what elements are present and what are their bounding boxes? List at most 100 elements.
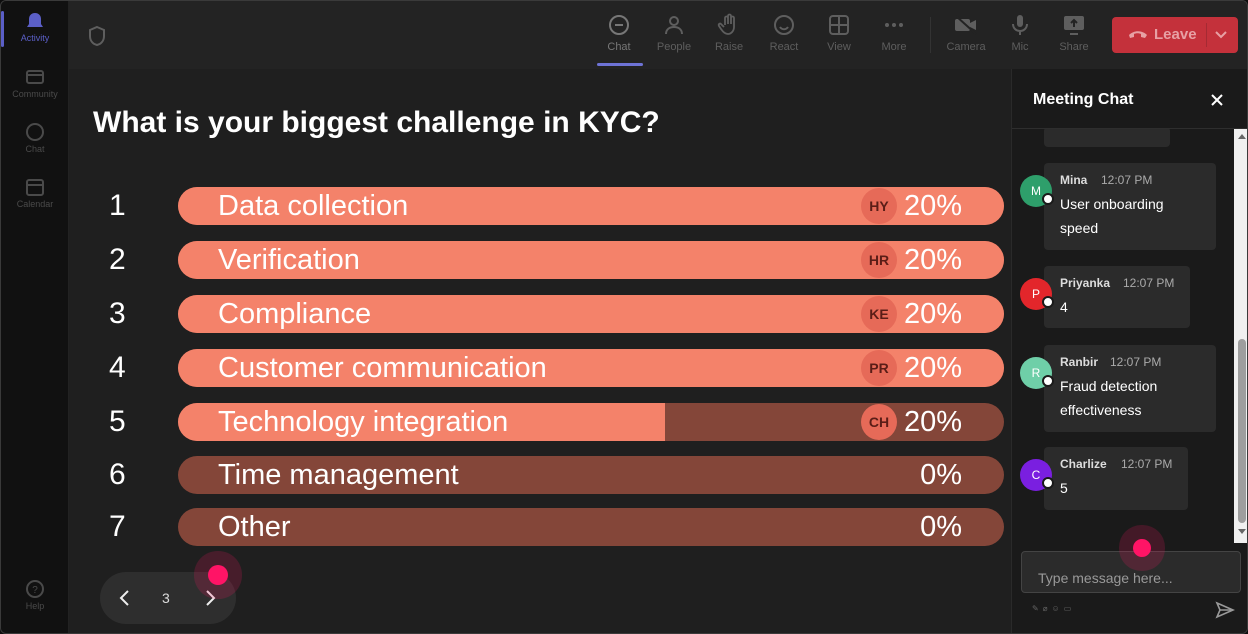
leave-divider [1206, 23, 1207, 47]
message-bubble: Ranbir 12:07 PM Fraud detection effectiven… [1044, 345, 1216, 432]
chat-message-input[interactable] [1021, 551, 1241, 593]
option-percent: 20% [903, 406, 962, 438]
voter-avatar: HR [861, 242, 897, 278]
message-text: User onboarding speed [1060, 196, 1164, 236]
scroll-up-icon[interactable] [1238, 133, 1246, 139]
rail-item-community[interactable]: Community [1, 67, 69, 99]
option-number: 4 [109, 351, 126, 384]
share-screen-icon [1064, 16, 1084, 35]
scroll-down-icon[interactable] [1238, 529, 1246, 535]
message-author: Charlize [1060, 457, 1107, 471]
attach-icon[interactable]: ⌀ [1042, 604, 1052, 613]
leave-button[interactable]: Leave [1112, 17, 1238, 53]
poll-question: What is your biggest challenge in KYC? [93, 106, 660, 139]
option-label: Data collection [218, 190, 409, 222]
chevron-down-icon[interactable] [1214, 28, 1228, 42]
previous-message-bubble [1044, 129, 1170, 147]
rail-item-calendar[interactable]: Calendar [1, 177, 69, 209]
people-button-label: People [656, 41, 692, 53]
message-time: 12:07 PM [1110, 355, 1162, 369]
mic-button[interactable]: Mic [996, 11, 1044, 65]
message-bubble: Mina 12:07 PM User onboarding speed [1044, 163, 1216, 250]
option-number: 1 [109, 189, 126, 222]
raise-hand-button[interactable]: Raise [705, 11, 753, 65]
camera-off-icon [955, 15, 977, 35]
page-number: 3 [162, 590, 170, 606]
view-button-label: View [827, 41, 851, 53]
option-label: Compliance [218, 298, 372, 330]
people-button[interactable]: People [650, 11, 698, 65]
chat-scrollbar[interactable] [1234, 129, 1247, 543]
rail-label: Activity [20, 33, 50, 43]
message-author: Priyanka [1060, 276, 1111, 290]
rail-item-chat[interactable]: Chat [1, 122, 69, 154]
more-button-label: More [881, 41, 907, 53]
react-button-label: React [769, 41, 799, 53]
message-bubble: Charlize 12:07 PM 5 [1044, 447, 1188, 510]
message-text: 4 [1060, 299, 1068, 315]
presence-status-icon [1042, 477, 1054, 489]
voter-avatar: KE [861, 296, 897, 332]
bell-icon [27, 13, 43, 27]
help-icon: ? [26, 580, 44, 598]
share-button-label: Share [1059, 41, 1089, 53]
rail-label: Chat [25, 144, 45, 154]
emoji-icon[interactable]: ☺ [1051, 604, 1064, 613]
leave-button-label: Leave [1154, 26, 1197, 43]
presence-status-icon [1042, 296, 1054, 308]
rail-label: Calendar [16, 199, 54, 209]
more-button[interactable]: More [870, 11, 918, 65]
chat-active-underline [597, 63, 643, 66]
message-author: Ranbir [1060, 355, 1099, 369]
option-label: Customer communication [218, 352, 547, 384]
community-icon [26, 70, 44, 84]
message-time: 12:07 PM [1123, 276, 1175, 290]
chat-message-list: Mina 12:07 PM User onboarding speed M Priyan… [1012, 129, 1234, 543]
chat-header: Meeting Chat [1012, 69, 1247, 129]
svg-text:?: ? [32, 585, 38, 596]
format-icon[interactable]: ✎ [1032, 604, 1043, 613]
cursor-indicator [208, 565, 228, 585]
view-button[interactable]: View [815, 11, 863, 65]
rail-active-indicator [1, 11, 4, 47]
camera-button[interactable]: Camera [942, 11, 990, 65]
message-bubble: Priyanka 12:07 PM 4 [1044, 266, 1190, 328]
share-button[interactable]: Share [1050, 11, 1098, 65]
scrollbar-thumb[interactable] [1238, 339, 1246, 523]
option-label: Time management [218, 459, 459, 491]
close-icon[interactable] [1210, 93, 1224, 107]
react-button[interactable]: React [760, 11, 808, 65]
message-time: 12:07 PM [1121, 457, 1173, 471]
chat-icon [26, 123, 44, 141]
chat-button[interactable]: Chat [595, 11, 643, 65]
rail-item-activity[interactable]: Activity [1, 11, 69, 43]
app-rail: Activity Community Chat Calendar ? Help [1, 1, 69, 633]
send-icon[interactable] [1215, 601, 1235, 619]
rail-item-help[interactable]: ? Help [1, 579, 69, 611]
option-number: 5 [109, 405, 126, 438]
option-bar-fill [178, 403, 666, 441]
gif-icon[interactable]: ▭ [1063, 604, 1076, 613]
voter-avatar: CH [861, 404, 897, 440]
option-percent: 20% [903, 298, 962, 330]
option-number: 7 [109, 510, 126, 543]
message-author: Mina [1060, 173, 1088, 187]
meeting-chat-panel: Mina 12:07 PM User onboarding speed M Priyan… [1011, 69, 1247, 633]
option-bar: Verification HR 20% [178, 241, 1004, 279]
option-bar: Technology integration CH 20% [178, 403, 1004, 441]
poll-option-row: 4 Customer communication PR 20% [69, 349, 1011, 389]
poll-option-row: 6 Time management 0% [69, 456, 1011, 496]
cursor-indicator [1133, 539, 1151, 557]
option-bar: Customer communication PR 20% [178, 349, 1004, 387]
poll-stage: What is your biggest challenge in KYC? 1… [69, 69, 1011, 633]
option-label: Technology integration [218, 406, 509, 438]
ellipsis-icon [885, 23, 903, 27]
chat-icon [609, 15, 629, 35]
mic-button-label: Mic [1011, 41, 1029, 53]
voter-avatar: PR [861, 350, 897, 386]
chevron-left-icon[interactable] [118, 589, 132, 607]
chevron-right-icon[interactable] [203, 589, 217, 607]
shield-icon[interactable] [87, 25, 107, 47]
meeting-toolbar: Chat People Raise React View More Camera [69, 1, 1247, 69]
